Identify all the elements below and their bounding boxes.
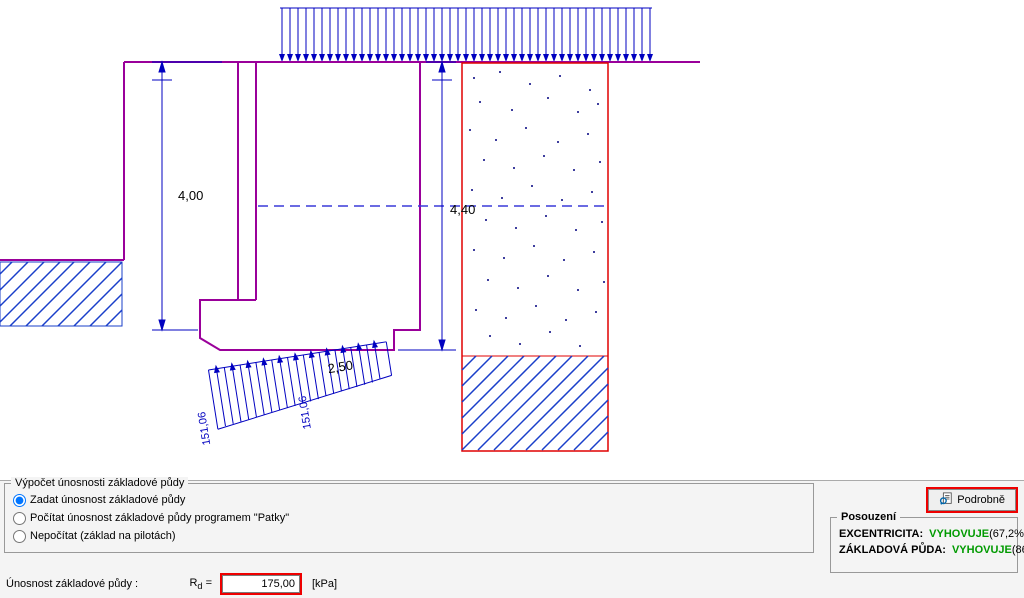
- diagram-svg: 4,00 4,40: [0, 0, 1024, 480]
- radio-enter[interactable]: [13, 494, 26, 507]
- radio-row-enter[interactable]: Zadat únosnost základové půdy: [13, 492, 805, 508]
- radio-row-program[interactable]: Počítat únosnost základové půdy programe…: [13, 510, 805, 526]
- assessment-verdict-0: VYHOVUJE: [923, 528, 989, 540]
- assessment-pct-0: (67,2%): [989, 528, 1024, 540]
- dim-depth-left: 4,00: [152, 62, 222, 330]
- radio-none[interactable]: [13, 530, 26, 543]
- rd-row: Únosnost základové půdy : Rd = [kPa]: [6, 573, 337, 595]
- radio-enter-label: Zadat únosnost základové půdy: [30, 494, 185, 506]
- assessment-pct-1: (86,3%): [1012, 544, 1024, 556]
- magnifier-document-icon: [939, 492, 953, 509]
- svg-text:2,50: 2,50: [327, 357, 354, 376]
- radio-program-label: Počítat únosnost základové půdy programe…: [30, 512, 289, 524]
- radio-program[interactable]: [13, 512, 26, 525]
- radio-none-label: Nepočítat (základ na pilotách): [30, 530, 176, 542]
- assessment-key-0: EXCENTRICITA:: [839, 528, 923, 540]
- rd-symbol: Rd =: [172, 577, 212, 591]
- drawing-canvas: 4,00 4,40: [0, 0, 1024, 480]
- assessment-row-0: EXCENTRICITA: VYHOVUJE (67,2%): [839, 526, 1009, 542]
- assessment-legend: Posouzení: [837, 511, 900, 523]
- rd-label: Únosnost základové půdy :: [6, 578, 166, 590]
- calc-method-legend: Výpočet únosnosti základové půdy: [11, 477, 188, 489]
- detail-button-highlight: Podrobně: [926, 487, 1018, 513]
- svg-text:4,40: 4,40: [450, 202, 475, 217]
- footing-pressure-block: 2,50 151,06 151,06: [189, 338, 398, 446]
- rd-unit: [kPa]: [312, 578, 337, 590]
- svg-text:151,06: 151,06: [196, 411, 213, 446]
- rd-input[interactable]: [222, 575, 300, 593]
- assessment-verdict-1: VYHOVUJE: [946, 544, 1012, 556]
- terrain-hatch-left: [0, 262, 122, 326]
- assessment-row-1: ZÁKLADOVÁ PŮDA: VYHOVUJE (86,3%): [839, 542, 1009, 558]
- detail-button-label: Podrobně: [957, 494, 1005, 506]
- assessment-key-1: ZÁKLADOVÁ PŮDA:: [839, 544, 946, 556]
- bottom-panel: Výpočet únosnosti základové půdy Zadat ú…: [0, 480, 1024, 598]
- soil-column: [462, 63, 608, 451]
- radio-row-none[interactable]: Nepočítat (základ na pilotách): [13, 528, 805, 544]
- surcharge-load: [279, 8, 653, 62]
- svg-text:4,00: 4,00: [178, 188, 203, 203]
- detail-button[interactable]: Podrobně: [928, 489, 1016, 511]
- assessment-group: Posouzení EXCENTRICITA: VYHOVUJE (67,2%)…: [830, 517, 1018, 573]
- rd-input-highlight: [220, 573, 302, 595]
- calc-method-group: Výpočet únosnosti základové půdy Zadat ú…: [4, 483, 814, 553]
